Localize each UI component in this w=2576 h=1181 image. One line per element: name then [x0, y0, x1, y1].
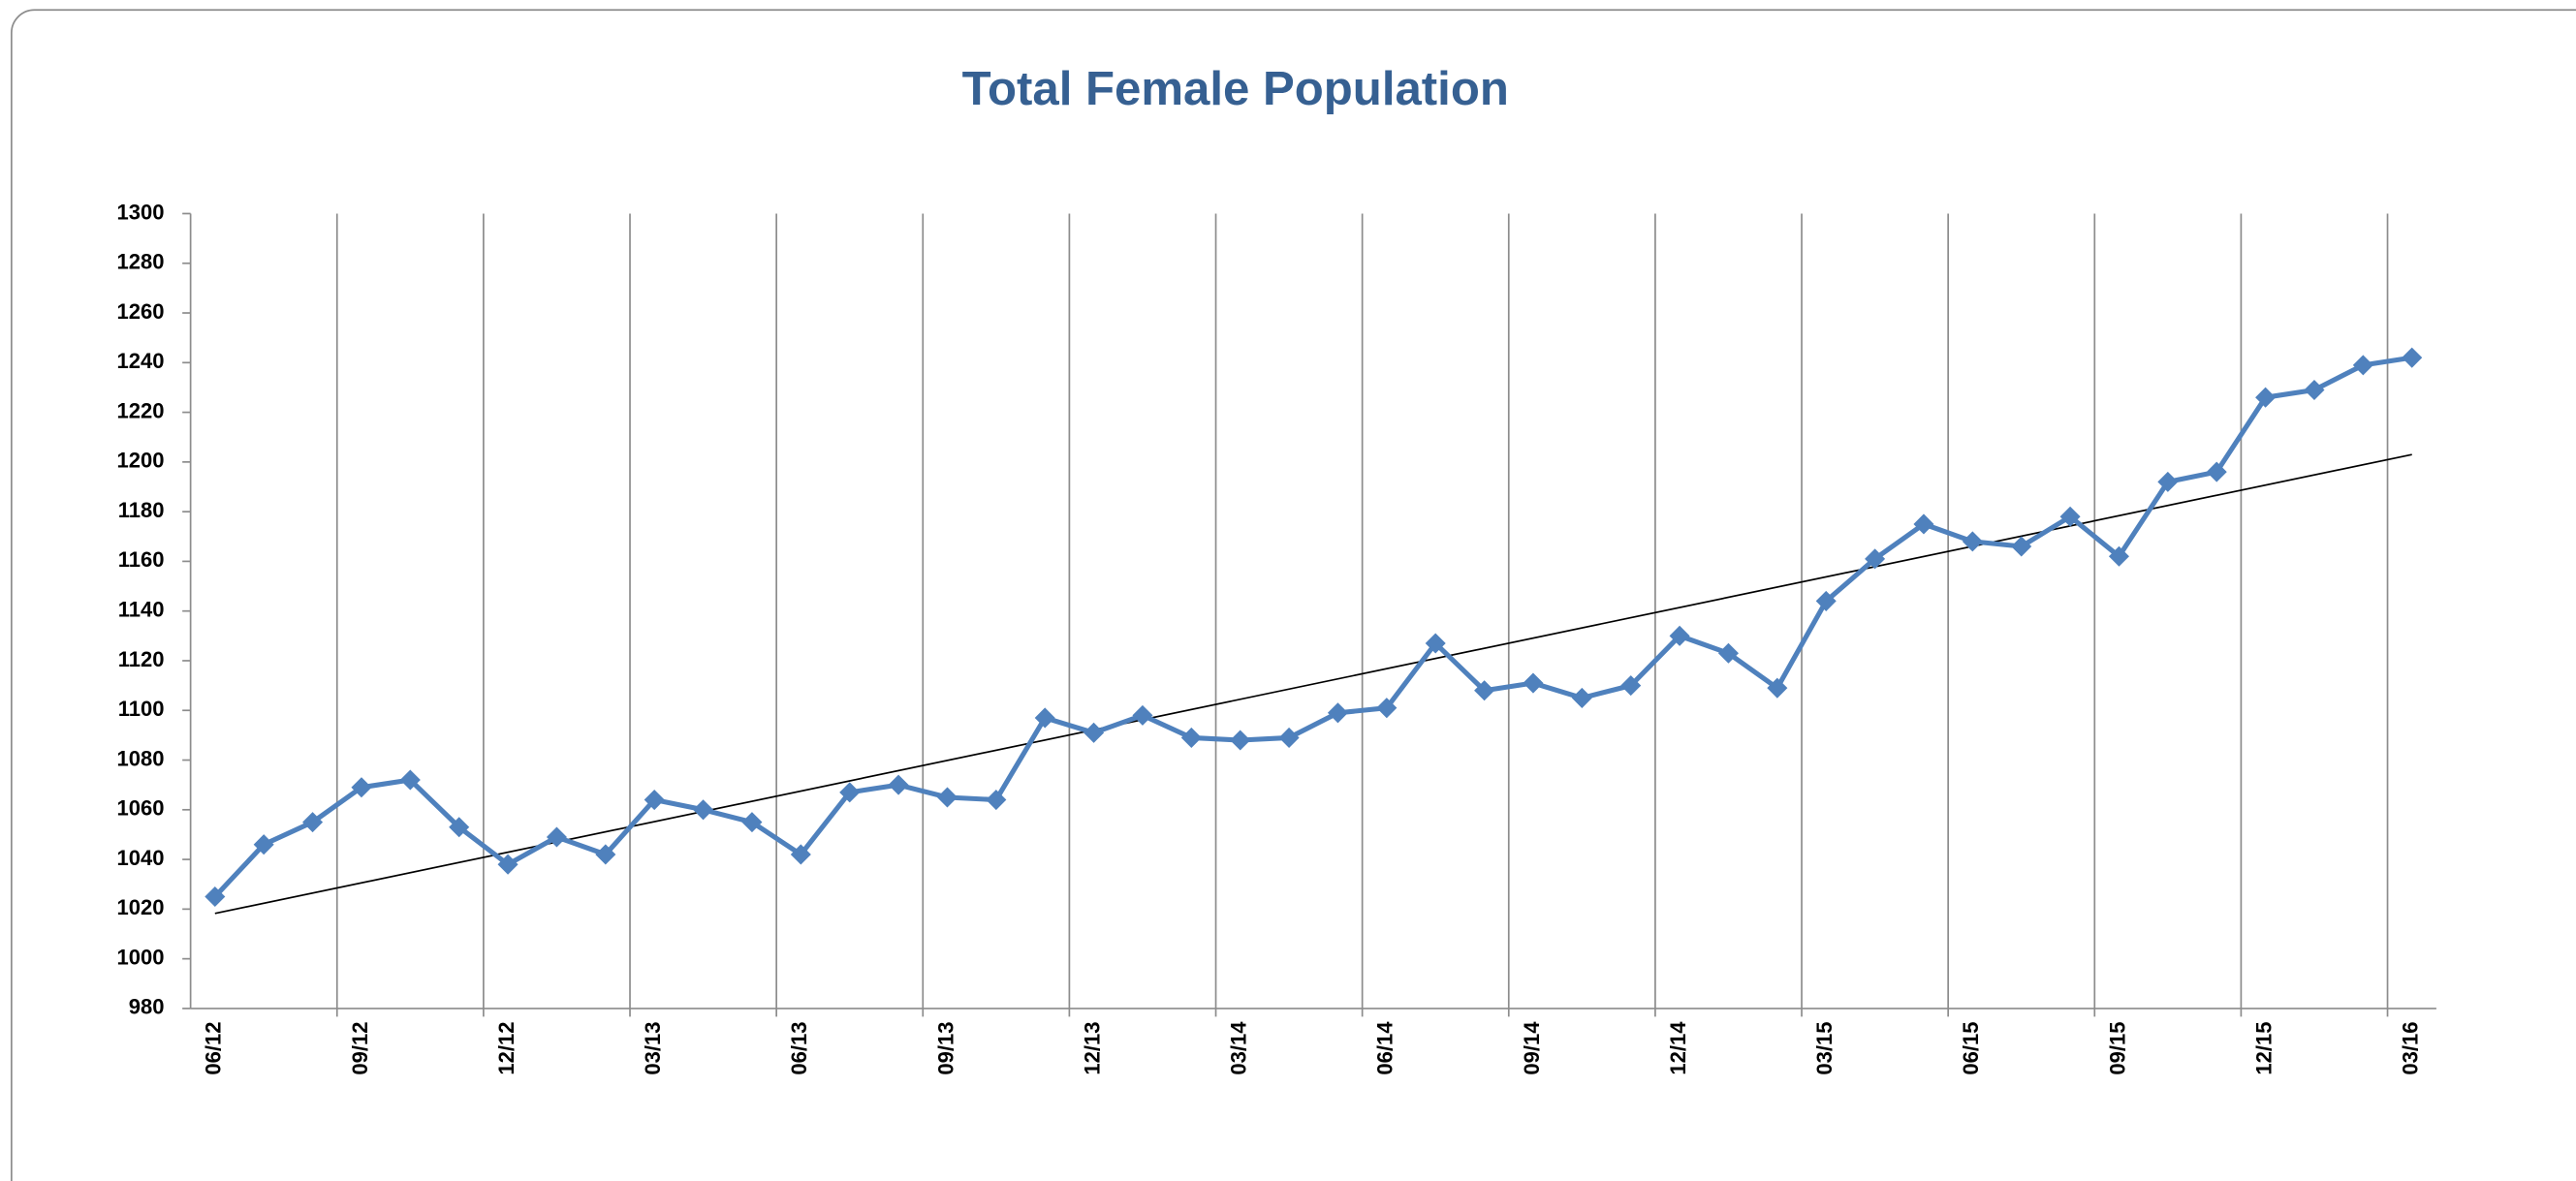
x-tick-label: 03/14 — [1227, 1021, 1251, 1075]
data-point — [644, 790, 665, 811]
data-point — [399, 769, 421, 791]
data-point — [1913, 513, 1934, 535]
x-tick-label: 03/16 — [2399, 1021, 2423, 1074]
data-point — [1278, 727, 1300, 748]
data-point — [2402, 347, 2423, 368]
x-tick-label: 12/15 — [2251, 1021, 2276, 1074]
y-tick-label: 1040 — [117, 846, 165, 870]
y-tick-label: 1200 — [117, 449, 165, 473]
data-point — [1180, 727, 1202, 748]
data-point — [2206, 461, 2227, 482]
x-tick-label: 03/13 — [641, 1021, 665, 1074]
data-point — [741, 812, 763, 833]
y-tick-label: 1300 — [117, 200, 165, 224]
x-tick-label: 09/15 — [2105, 1021, 2129, 1074]
series-line — [212, 355, 2413, 899]
data-point — [595, 844, 616, 865]
data-point — [1230, 730, 1251, 751]
y-tick-label: 1160 — [118, 547, 165, 572]
x-tick-label: 12/14 — [1666, 1021, 1690, 1075]
data-point — [302, 812, 324, 833]
y-tick-label: 1180 — [118, 498, 165, 522]
data-point — [497, 854, 518, 875]
x-tick-label: 09/12 — [348, 1021, 372, 1074]
data-point — [1620, 675, 1642, 697]
data-point — [1962, 531, 1983, 552]
x-tick-label: 06/12 — [202, 1021, 226, 1074]
data-point — [986, 790, 1007, 811]
data-point — [693, 799, 714, 821]
data-point — [1474, 680, 1495, 701]
y-tick-label: 980 — [129, 995, 165, 1019]
x-tick-label: 09/13 — [933, 1021, 958, 1074]
data-point — [351, 777, 372, 798]
data-point — [1132, 704, 1153, 726]
y-tick-label: 1080 — [117, 746, 165, 770]
x-tick-label: 06/13 — [787, 1021, 811, 1074]
data-point — [1717, 642, 1739, 664]
data-point — [1767, 677, 1788, 699]
x-tick-label: 06/14 — [1373, 1021, 1398, 1075]
data-point — [2352, 355, 2373, 376]
data-point — [839, 782, 861, 803]
y-tick-label: 1120 — [118, 647, 165, 671]
x-tick-label: 12/13 — [1080, 1021, 1104, 1074]
data-point — [936, 787, 958, 808]
data-point — [1425, 633, 1446, 654]
data-point — [888, 774, 909, 795]
y-tick-label: 1220 — [117, 398, 165, 422]
data-point — [1327, 702, 1348, 724]
data-point — [2157, 471, 2179, 492]
data-point — [2304, 379, 2325, 401]
y-tick-label: 1280 — [117, 250, 165, 274]
y-tick-label: 1260 — [117, 299, 165, 324]
data-point — [546, 826, 567, 848]
y-tick-label: 1240 — [117, 349, 165, 373]
data-point — [1865, 548, 1886, 570]
data-point — [1034, 707, 1055, 729]
chart-frame — [11, 9, 2576, 1181]
data-point — [253, 834, 274, 855]
data-point — [790, 844, 811, 865]
data-point — [2255, 387, 2277, 408]
data-point — [1376, 698, 1398, 719]
data-point — [1523, 672, 1544, 694]
x-tick-label: 12/12 — [494, 1021, 518, 1074]
chart-title: Total Female Population — [962, 63, 1509, 115]
data-point — [204, 886, 226, 908]
y-tick-label: 1020 — [117, 895, 165, 919]
x-tick-label: 09/14 — [1520, 1021, 1544, 1075]
y-tick-label: 1140 — [118, 598, 165, 622]
data-point — [1815, 590, 1837, 611]
y-tick-label: 1060 — [117, 796, 165, 821]
data-point — [1084, 722, 1105, 743]
data-point — [1571, 687, 1592, 708]
data-point — [2059, 506, 2081, 527]
y-tick-label: 1000 — [117, 945, 165, 969]
x-tick-label: 06/15 — [1959, 1021, 1983, 1074]
data-point — [2108, 545, 2129, 567]
data-point — [1669, 625, 1690, 646]
x-tick-label: 03/15 — [1812, 1021, 1837, 1074]
y-tick-label: 1100 — [118, 697, 165, 721]
data-point — [2011, 536, 2032, 557]
data-point — [449, 817, 470, 838]
